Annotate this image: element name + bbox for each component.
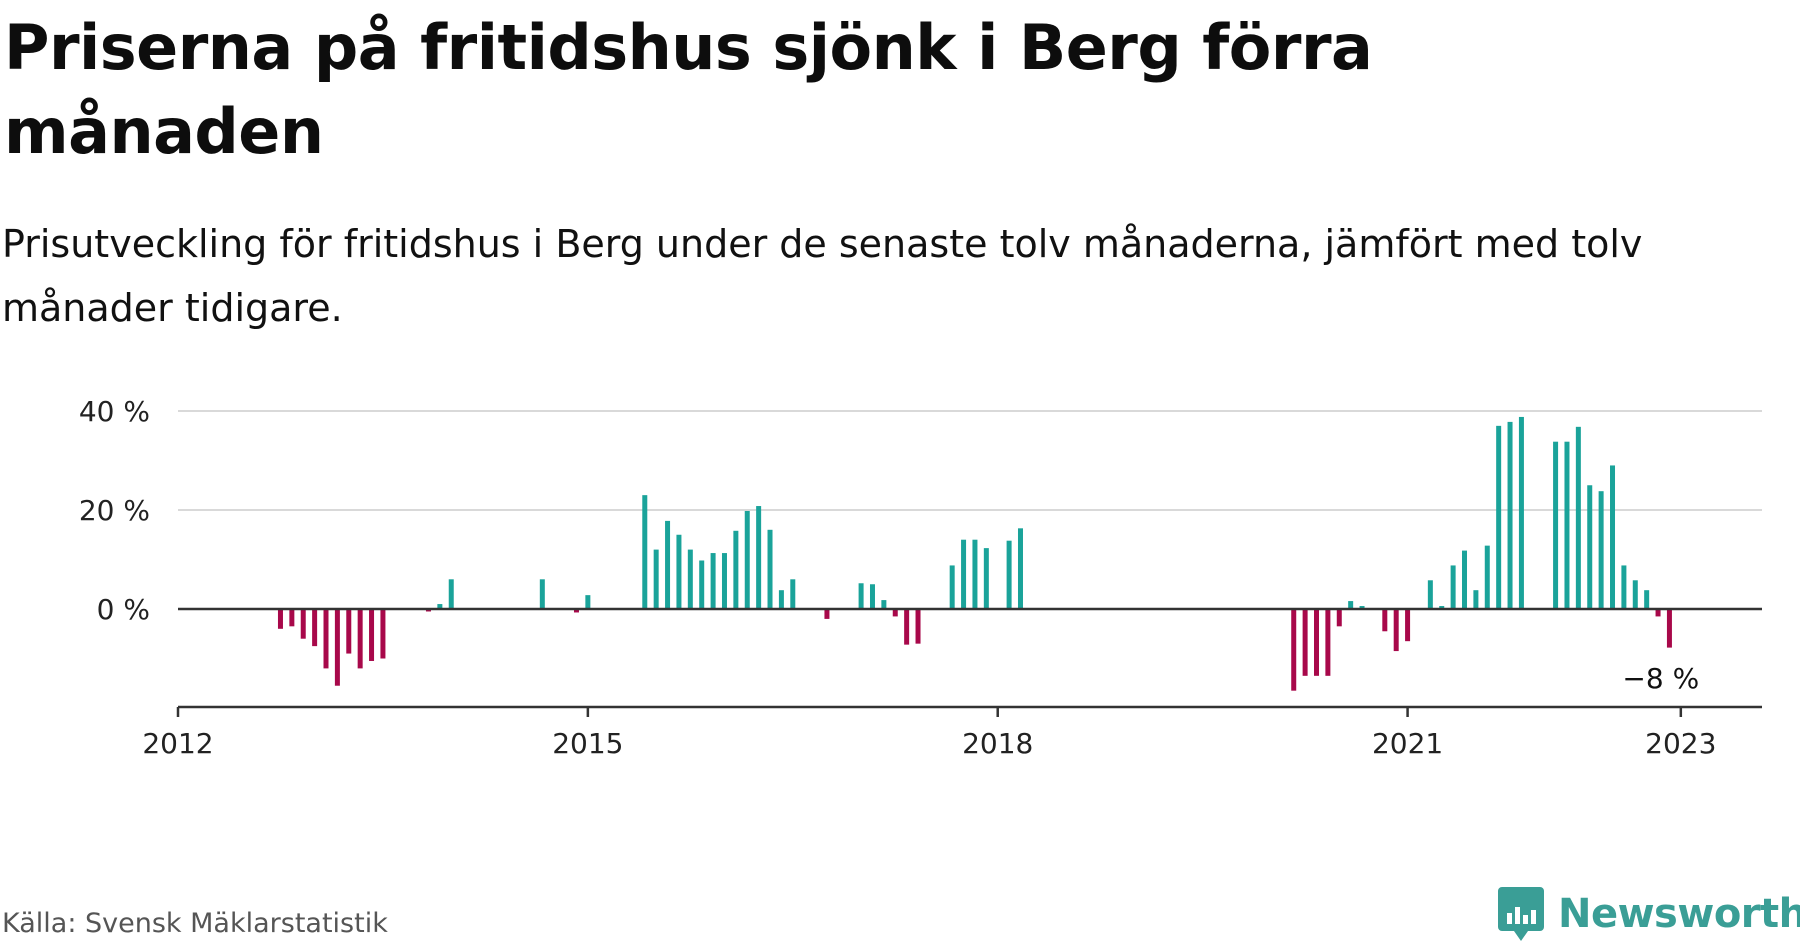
bar: [1450, 565, 1456, 609]
bar: [289, 609, 295, 627]
bars: [277, 416, 1672, 691]
bar: [1348, 601, 1354, 609]
source-note: Källa: Svensk Mäklarstatistik: [2, 908, 388, 939]
bar: [961, 539, 967, 609]
bar: [824, 609, 830, 619]
bar: [710, 553, 716, 609]
bar: [1621, 565, 1627, 609]
x-tick-label: 2015: [552, 727, 623, 760]
bar: [1473, 590, 1479, 609]
chart-subtitle: Prisutveckling för fritidshus i Berg und…: [2, 222, 1643, 330]
bar: [1564, 441, 1570, 609]
bar: [1496, 425, 1502, 609]
bar: [312, 609, 318, 647]
bar: [1462, 550, 1468, 609]
y-axis-ticks: 0 % 20 % 40 %: [79, 395, 150, 626]
bar: [767, 529, 773, 609]
bar: [346, 609, 352, 654]
bar: [733, 530, 739, 609]
bar: [983, 548, 989, 609]
bar: [904, 609, 910, 645]
bar: [642, 495, 648, 609]
bar: [1325, 609, 1331, 676]
bar: [778, 590, 784, 609]
grid-lines: [178, 410, 1762, 511]
bar: [1405, 609, 1411, 642]
bar: [1655, 609, 1661, 617]
bar: [676, 534, 682, 609]
bar: [380, 609, 386, 659]
newsworthy-logo-icon: [1498, 887, 1544, 941]
bar: [892, 609, 898, 617]
bar: [369, 609, 375, 661]
bar: [744, 510, 750, 609]
bar: [323, 609, 329, 669]
bar: [1359, 606, 1365, 609]
bar: [448, 579, 454, 609]
brand-logo: Newsworthy: [1496, 885, 1800, 943]
bar-chart: 0 % 20 % 40 % 2012 2015 2018 2021 2023 −8 %: [79, 395, 1762, 760]
x-tick-label: 2018: [962, 727, 1033, 760]
bar: [1017, 528, 1023, 609]
x-tick-label: 2023: [1645, 727, 1716, 760]
bar: [1518, 416, 1524, 609]
bar: [573, 609, 579, 613]
bar: [1507, 421, 1513, 609]
bar: [1575, 426, 1581, 609]
bar: [1666, 609, 1672, 648]
bar: [1314, 609, 1319, 676]
bar: [300, 609, 306, 639]
y-tick-label: 40 %: [79, 395, 150, 428]
bar: [1587, 485, 1593, 609]
bar: [1632, 580, 1638, 609]
bar: [539, 579, 545, 609]
bar: [1427, 580, 1433, 609]
bar: [665, 520, 671, 609]
bar: [277, 609, 283, 629]
bar: [687, 549, 693, 609]
bar: [1598, 491, 1604, 609]
bar: [1553, 441, 1559, 609]
annotations: −8 %: [1622, 662, 1699, 695]
brand-name: Newsworthy: [1558, 891, 1800, 937]
bar: [915, 609, 921, 644]
last-value-label: −8 %: [1622, 662, 1699, 695]
x-axis-ticks: 2012 2015 2018 2021 2023: [142, 707, 1716, 760]
bar: [858, 583, 864, 609]
bar: [1644, 590, 1650, 609]
x-tick-label: 2021: [1372, 727, 1443, 760]
bar: [1291, 609, 1297, 691]
chart-title: Priserna på fritidshus sjönk i Berg förr…: [4, 11, 1373, 168]
bar: [721, 553, 727, 609]
bar: [756, 506, 762, 609]
bar: [653, 549, 659, 609]
bar: [1610, 465, 1616, 609]
bar: [1393, 609, 1399, 652]
axes: [178, 607, 1762, 709]
bar: [1302, 609, 1308, 676]
bar: [1336, 609, 1342, 627]
bar: [334, 609, 340, 686]
bar: [357, 609, 363, 669]
y-tick-label: 20 %: [79, 494, 150, 527]
bar: [699, 560, 705, 609]
bar: [437, 604, 443, 609]
bar: [585, 595, 591, 609]
x-tick-label: 2012: [142, 727, 213, 760]
bar: [972, 539, 978, 609]
bar: [1382, 609, 1388, 632]
bar: [1439, 606, 1445, 609]
bar: [790, 579, 796, 609]
y-tick-label: 0 %: [97, 593, 150, 626]
bar: [881, 600, 887, 609]
bar: [1484, 545, 1490, 609]
bar: [869, 584, 875, 609]
bar: [1006, 540, 1012, 609]
bar: [949, 565, 955, 609]
